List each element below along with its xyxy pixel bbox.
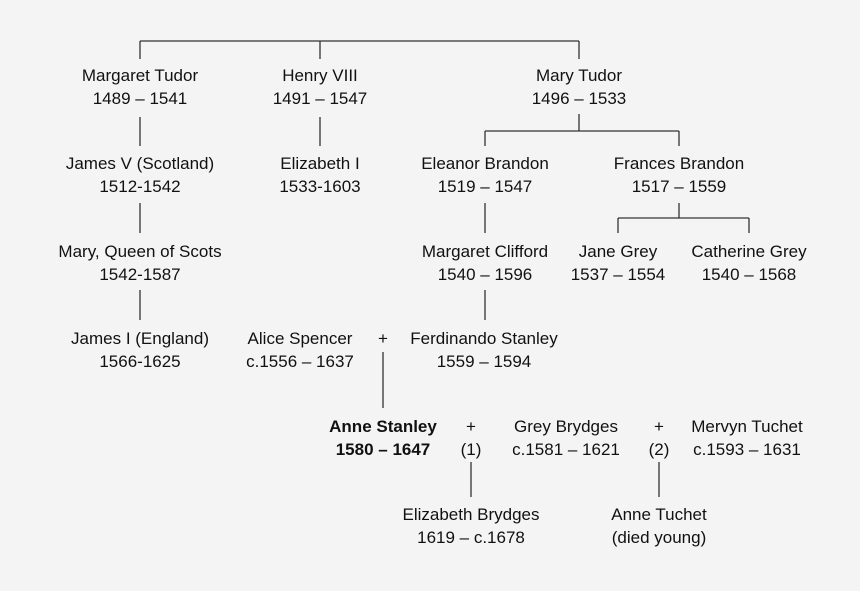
person-name: Anne Tuchet <box>611 505 707 524</box>
person-name: Mary, Queen of Scots <box>58 242 222 261</box>
person-name: Mary Tudor <box>536 66 622 85</box>
person-mervyn-tuchet: Mervyn Tuchet c.1593 – 1631 <box>691 415 803 461</box>
person-elizabeth-brydges: Elizabeth Brydges 1619 – c.1678 <box>402 503 539 549</box>
person-henry-viii: Henry VIII 1491 – 1547 <box>273 64 368 110</box>
person-dates: 1540 – 1596 <box>437 265 533 284</box>
person-dates: 1580 – 1647 <box>335 440 431 459</box>
person-name: Henry VIII <box>282 66 358 85</box>
person-elizabeth-i: Elizabeth I 1533-1603 <box>279 152 360 198</box>
person-dates: 1519 – 1547 <box>437 177 533 196</box>
person-margaret-tudor: Margaret Tudor 1489 – 1541 <box>82 64 198 110</box>
person-dates: 1533-1603 <box>279 177 361 196</box>
person-name: Grey Brydges <box>514 417 618 436</box>
person-name: Elizabeth I <box>280 154 360 173</box>
person-name: Anne Stanley <box>329 417 437 436</box>
person-dates: 1489 – 1541 <box>92 89 188 108</box>
person-dates: 1491 – 1547 <box>272 89 368 108</box>
marriage-number: (2) <box>648 440 670 459</box>
person-dates: 1537 – 1554 <box>570 265 666 284</box>
person-dates: 1542-1587 <box>99 265 181 284</box>
person-name: Elizabeth Brydges <box>402 505 540 524</box>
person-name: Catherine Grey <box>691 242 807 261</box>
person-dates: 1619 – c.1678 <box>417 528 525 547</box>
person-jane-grey: Jane Grey 1537 – 1554 <box>571 240 666 286</box>
person-mary-queen-of-scots: Mary, Queen of Scots 1542-1587 <box>58 240 221 286</box>
person-james-i: James I (England) 1566-1625 <box>71 327 209 373</box>
person-james-v: James V (Scotland) 1512-1542 <box>66 152 214 198</box>
person-name: James V (Scotland) <box>65 154 215 173</box>
person-dates: 1559 – 1594 <box>436 352 532 371</box>
person-margaret-clifford: Margaret Clifford 1540 – 1596 <box>422 240 548 286</box>
person-grey-brydges: Grey Brydges c.1581 – 1621 <box>512 415 620 461</box>
person-ferdinando-stanley: Ferdinando Stanley 1559 – 1594 <box>410 327 557 373</box>
person-name: Ferdinando Stanley <box>410 329 558 348</box>
person-frances-brandon: Frances Brandon 1517 – 1559 <box>614 152 744 198</box>
marriage-spencer-stanley: + <box>378 327 388 350</box>
person-eleanor-brandon: Eleanor Brandon 1519 – 1547 <box>421 152 549 198</box>
person-name: Margaret Clifford <box>421 242 549 261</box>
person-dates: 1540 – 1568 <box>701 265 797 284</box>
person-dates: 1566-1625 <box>99 352 181 371</box>
marriage-number: (1) <box>460 440 482 459</box>
person-mary-tudor: Mary Tudor 1496 – 1533 <box>532 64 627 110</box>
person-dates: 1496 – 1533 <box>531 89 627 108</box>
person-catherine-grey: Catherine Grey 1540 – 1568 <box>691 240 806 286</box>
person-name: Eleanor Brandon <box>421 154 549 173</box>
person-dates: (died young) <box>611 528 707 547</box>
marriage-plus-symbol: + <box>378 329 388 348</box>
marriage-stanley-tuchet: + (2) <box>649 415 670 461</box>
person-name: James I (England) <box>71 329 209 348</box>
person-dates: 1512-1542 <box>99 177 181 196</box>
person-name: Margaret Tudor <box>81 66 199 85</box>
person-alice-spencer: Alice Spencer c.1556 – 1637 <box>246 327 354 373</box>
marriage-stanley-brydges: + (1) <box>461 415 482 461</box>
person-dates: c.1581 – 1621 <box>512 440 620 459</box>
marriage-plus-symbol: + <box>466 417 476 436</box>
person-name: Alice Spencer <box>247 329 353 348</box>
person-dates: c.1556 – 1637 <box>246 352 354 371</box>
person-dates: 1517 – 1559 <box>631 177 727 196</box>
person-dates: c.1593 – 1631 <box>693 440 801 459</box>
person-name: Jane Grey <box>578 242 658 261</box>
person-name: Frances Brandon <box>613 154 745 173</box>
person-name: Mervyn Tuchet <box>691 417 803 436</box>
person-anne-stanley: Anne Stanley 1580 – 1647 <box>329 415 437 461</box>
person-anne-tuchet: Anne Tuchet (died young) <box>611 503 706 549</box>
marriage-plus-symbol: + <box>654 417 664 436</box>
